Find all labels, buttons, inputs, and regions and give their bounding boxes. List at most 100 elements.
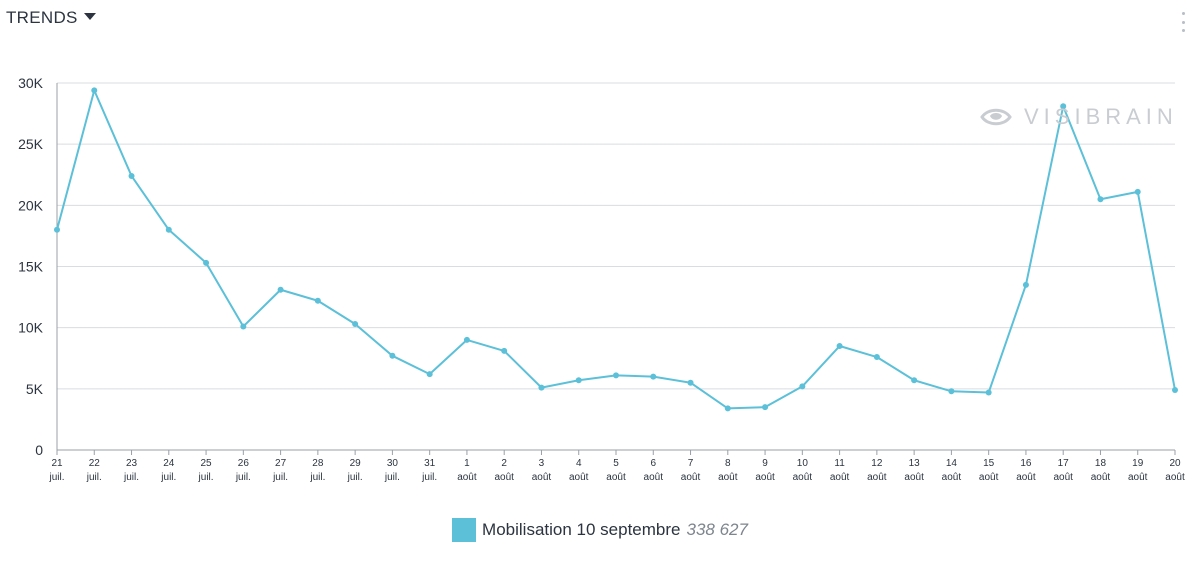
legend-swatch [452,518,477,542]
data-point [1022,281,1029,288]
data-point [724,405,731,412]
data-point [873,354,880,361]
x-tick-label-month: juil. [309,472,325,483]
x-tick-label-day: 29 [350,458,362,469]
x-tick-label-day: 8 [725,458,731,469]
x-tick-label-month: août [793,472,813,483]
x-tick-label-day: 14 [946,458,958,469]
series-line [56,89,1176,410]
data-point [54,226,60,233]
data-point [613,372,619,379]
y-tick-label: 20K [18,197,44,213]
x-tick-label-month: juil. [123,472,139,483]
more-options-icon[interactable] [1180,12,1186,32]
legend-series-total: 338 627 [686,520,748,539]
x-tick-label-day: 13 [909,458,921,469]
x-tick-label-month: août [606,472,626,483]
x-tick-label-month: juil. [384,472,400,483]
x-tick-label-day: 4 [576,458,582,469]
x-tick-label-day: 10 [797,458,809,469]
data-point [128,172,135,179]
data-point [575,377,582,384]
x-tick-label-month: août [1016,472,1036,483]
x-axis-ticks: 21juil.22juil.23juil.24juil.25juil.26jui… [48,450,1185,483]
x-tick-label-day: 23 [126,458,138,469]
x-tick-label-day: 2 [501,458,507,469]
x-tick-label-day: 3 [539,458,545,469]
x-tick-label-month: août [979,472,999,483]
x-tick-label-day: 26 [238,458,250,469]
y-tick-label: 25K [18,136,44,152]
grid-lines [56,82,1175,451]
data-point [1060,103,1067,110]
x-tick-label-day: 30 [387,458,399,469]
data-point [538,384,545,391]
y-axis-ticks: 0 5K 10K 15K 20K 25K 30K [18,75,44,458]
x-tick-label-day: 1 [464,458,470,469]
x-tick-label-month: août [830,472,850,483]
x-tick-label-month: août [755,472,775,483]
data-point [501,347,508,354]
x-tick-label-month: août [867,472,887,483]
x-tick-label-month: août [681,472,701,483]
data-point [389,352,396,359]
x-tick-label-month: juil. [86,472,102,483]
x-tick-label-day: 21 [51,458,63,469]
x-tick-label-day: 19 [1132,458,1144,469]
x-tick-label-day: 6 [650,458,656,469]
data-point [1134,188,1141,195]
data-point [463,336,470,343]
x-tick-label-day: 18 [1095,458,1107,469]
data-point [314,297,321,304]
x-tick-label-day: 22 [89,458,101,469]
legend-item[interactable]: Mobilisation 10 septembre 338 627 [0,518,1200,542]
x-tick-label-month: août [1091,472,1111,483]
x-tick-label-day: 16 [1020,458,1032,469]
watermark-text: VISIBRAIN [1024,104,1178,129]
x-tick-label-day: 31 [424,458,436,469]
x-tick-label-day: 15 [983,458,995,469]
visibrain-watermark: VISIBRAIN [980,104,1178,130]
data-point [1097,196,1104,203]
data-point [836,343,843,350]
x-tick-label-month: juil. [421,472,437,483]
y-tick-label: 30K [18,75,44,91]
data-point [650,373,657,380]
x-tick-label-day: 25 [201,458,213,469]
x-tick-label-month: juil. [347,472,363,483]
x-tick-label-day: 7 [688,458,694,469]
data-point [1172,387,1178,394]
y-tick-label: 15K [18,259,44,275]
y-tick-label: 0 [35,442,43,458]
x-tick-label-day: 20 [1169,458,1181,469]
x-tick-label-month: juil. [235,472,251,483]
x-tick-label-month: août [532,472,552,483]
x-tick-label-day: 9 [762,458,768,469]
x-tick-label-month: août [718,472,738,483]
data-point [799,383,806,390]
data-point [426,371,433,378]
data-point [277,286,284,293]
data-point [165,226,172,233]
trends-dropdown[interactable]: TRENDS [6,8,96,28]
data-point [687,379,694,386]
x-tick-label-month: août [904,472,924,483]
x-tick-label-month: août [644,472,664,483]
x-tick-label-month: août [569,472,589,483]
data-point [240,323,247,330]
legend-series-name: Mobilisation 10 septembre [482,520,681,539]
data-point [203,259,210,266]
x-tick-label-day: 24 [163,458,175,469]
y-tick-label: 5K [26,381,44,397]
data-point [91,87,98,94]
y-tick-label: 10K [18,320,44,336]
x-tick-label-month: août [1053,472,1073,483]
x-tick-label-day: 17 [1058,458,1070,469]
panel-title: TRENDS [6,8,78,27]
data-point [948,388,955,395]
caret-down-icon [83,13,96,20]
x-tick-label-month: juil. [48,472,64,483]
series-layer [54,87,1178,412]
x-tick-label-month: juil. [160,472,176,483]
